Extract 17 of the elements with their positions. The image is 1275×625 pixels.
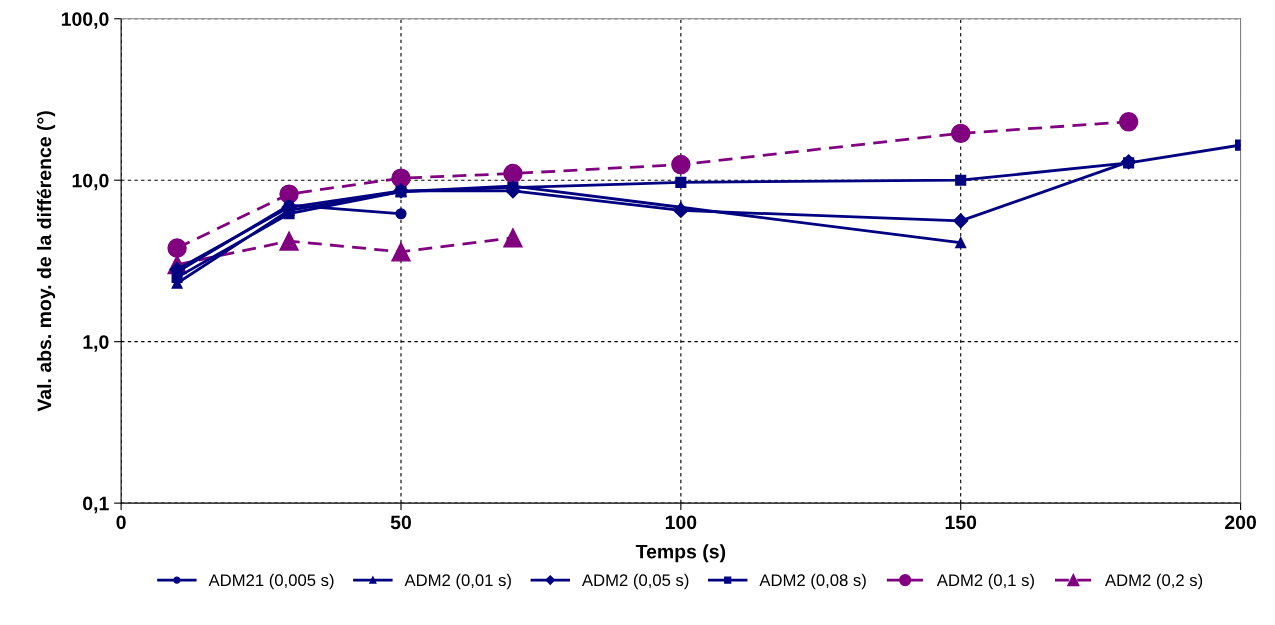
x-tick-label: 150 bbox=[945, 515, 977, 530]
x-tick-label: 50 bbox=[390, 515, 412, 530]
y-tick-label: 0,1 bbox=[83, 496, 109, 514]
x-tick-label: 0 bbox=[116, 515, 126, 530]
legend-label: ADM2 (0,05 s) bbox=[581, 573, 689, 590]
x-axis-title: Temps (s) bbox=[635, 544, 726, 563]
legend-label: ADM2 (0,01 s) bbox=[404, 573, 511, 590]
legend-label: ADM21 (0,005 s) bbox=[208, 573, 334, 590]
legend-label: ADM2 (0,1 s) bbox=[936, 573, 1034, 590]
x-tick-label: 100 bbox=[665, 515, 697, 530]
y-tick-label: 100,0 bbox=[61, 12, 109, 29]
x-tick-label: 200 bbox=[1225, 515, 1256, 530]
y-tick-label: 10,0 bbox=[72, 173, 109, 191]
y-axis-title: Val. abs. moy. de la différence (°) bbox=[36, 111, 56, 412]
legend-label: ADM2 (0,2 s) bbox=[1105, 573, 1203, 590]
legend-label: ADM2 (0,08 s) bbox=[759, 573, 866, 590]
y-tick-label: 1,0 bbox=[83, 335, 109, 352]
